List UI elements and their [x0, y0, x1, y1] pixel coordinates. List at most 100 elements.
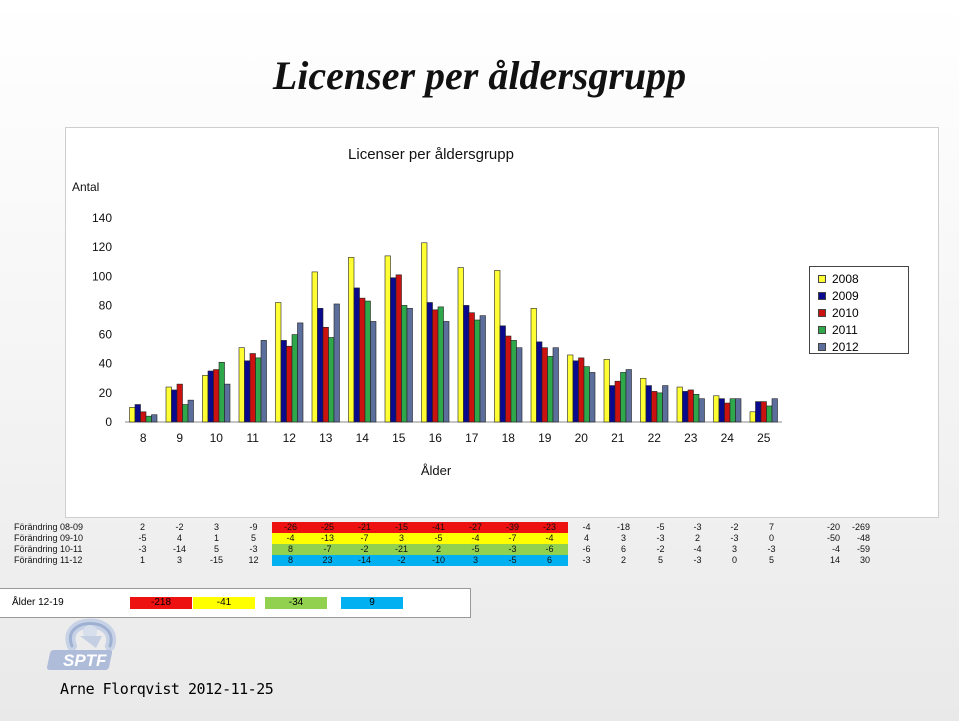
bar-2011-14 [364, 300, 371, 423]
table-cell: 3 [731, 544, 737, 554]
table-cell: -5 [494, 555, 531, 566]
table-cell: -14 [172, 544, 186, 554]
bar-2009-22 [645, 385, 652, 423]
table-cell: -10 [420, 555, 457, 566]
y-axis-label: Antal [72, 180, 99, 194]
x-tick-label: 15 [392, 431, 406, 445]
summary-value: 9 [341, 597, 403, 609]
table-cell: -39 [494, 522, 531, 533]
x-tick-label: 19 [538, 431, 552, 445]
bar-2011-25 [766, 405, 773, 423]
bar-2010-17 [468, 312, 475, 423]
chart-legend: 2008 2009 2010 2011 2012 [809, 266, 909, 354]
table-cell: -5 [420, 533, 457, 544]
table-cell: -21 [346, 522, 383, 533]
sptf-logo: SPTF [46, 618, 117, 670]
bar-2008-9 [165, 386, 172, 423]
row-label: Förändring 11-12 [14, 555, 83, 565]
bar-2011-20 [583, 366, 590, 423]
table-cell: 12 [248, 555, 259, 565]
bar-2009-10 [207, 370, 214, 423]
bar-2008-8 [129, 407, 136, 423]
bar-2010-9 [176, 383, 183, 423]
bar-2008-13 [311, 271, 318, 423]
table-cell: 3 [457, 555, 494, 566]
row-total: -20 [826, 522, 840, 532]
bar-2008-14 [348, 257, 355, 423]
table-cell: -7 [346, 533, 383, 544]
bar-2009-24 [718, 398, 725, 423]
bar-2010-15 [395, 274, 402, 423]
table-cell: -3 [138, 544, 147, 554]
table-cell: -3 [693, 522, 702, 532]
table-cell: 2 [620, 555, 626, 565]
x-tick-label: 24 [721, 431, 735, 445]
bar-2010-10 [213, 369, 220, 423]
bar-2008-20 [567, 354, 574, 423]
table-cell: 5 [250, 533, 256, 543]
bar-2009-15 [390, 277, 397, 423]
bar-2010-25 [760, 401, 767, 423]
table-cell: -2 [730, 522, 739, 532]
y-tick-label: 140 [92, 211, 112, 225]
table-cell: -27 [457, 522, 494, 533]
legend-item: 2011 [818, 321, 908, 338]
table-cell: -7 [309, 544, 346, 555]
bar-2012-23 [698, 398, 705, 423]
table-cell: -13 [309, 533, 346, 544]
bar-2008-18 [494, 270, 501, 423]
table-cell: -14 [346, 555, 383, 566]
x-tick-label: 23 [684, 431, 698, 445]
bar-2010-18 [505, 335, 512, 423]
bar-2009-12 [280, 340, 287, 423]
bar-2012-11 [260, 340, 267, 423]
bar-2008-19 [530, 308, 537, 423]
bar-2010-24 [724, 402, 731, 423]
table-cell: 8 [272, 555, 309, 566]
table-cell: -3 [656, 533, 665, 543]
bar-2010-16 [432, 309, 439, 423]
x-tick-label: 25 [757, 431, 771, 445]
x-axis-label: Ålder [421, 463, 452, 478]
bar-2008-12 [275, 302, 282, 423]
table-cell: 2 [139, 522, 145, 532]
table-cell: 3 [213, 522, 219, 532]
bar-2010-11 [249, 353, 256, 423]
bar-2011-10 [218, 361, 225, 423]
table-cell: 1 [213, 533, 219, 543]
bar-chart: Licenser per åldersgrupp Antal Ålder 0 20 40 6… [72, 146, 782, 478]
bar-2011-19 [547, 356, 554, 423]
bar-2012-22 [662, 385, 669, 423]
bar-2012-14 [370, 321, 377, 423]
bar-2009-20 [572, 360, 579, 423]
table-cell: 5 [768, 555, 774, 565]
bar-2011-13 [328, 337, 335, 423]
table-cell: -2 [346, 544, 383, 555]
table-row: Förändring 08-09 2 -2 3 -9 -26 -25 -21 -15 -41 -27… [14, 522, 870, 533]
y-tick-label: 60 [99, 328, 113, 342]
table-cell: -23 [531, 522, 568, 533]
sulky-icon [80, 625, 102, 648]
table-cell: 3 [383, 533, 420, 544]
row-total: -4 [831, 544, 840, 554]
author-date: Arne Florqvist 2012-11-25 [60, 680, 274, 698]
bar-2008-22 [640, 377, 647, 423]
table-cell: -15 [383, 522, 420, 533]
bar-2009-16 [426, 302, 433, 423]
table-cell: -3 [767, 544, 776, 554]
x-tick-label: 21 [611, 431, 625, 445]
table-cell: 1 [139, 555, 145, 565]
row-total: -50 [826, 533, 840, 543]
bar-2012-8 [151, 414, 158, 423]
summary-box: Ålder 12-19 -218 -41 -34 9 [0, 588, 471, 618]
x-tick-label: 18 [502, 431, 516, 445]
bar-2008-10 [202, 375, 209, 423]
bar-2011-17 [474, 319, 481, 423]
table-cell: -6 [531, 544, 568, 555]
table-cell: -4 [457, 533, 494, 544]
bar-2009-13 [317, 308, 324, 423]
bar-2011-21 [620, 372, 627, 423]
bar-2011-8 [145, 415, 152, 423]
table-row: Förändring 11-12 1 3 -15 12 8 23 -14 -2 -10 3 -5 6 -3… [14, 555, 870, 566]
bar-2010-23 [687, 389, 694, 423]
